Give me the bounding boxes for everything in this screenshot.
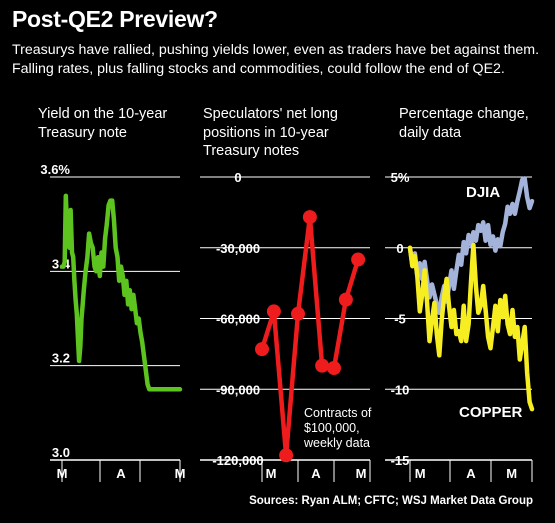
panel2-data-point bbox=[327, 361, 341, 376]
panel2-data-point bbox=[351, 252, 366, 267]
panel2-data-point bbox=[302, 210, 317, 225]
panel3-title: Percentage change, daily data bbox=[399, 106, 529, 141]
panel1-ytick-label: 3.2 bbox=[52, 351, 70, 366]
panel3-ytick-label: 0 bbox=[396, 241, 403, 256]
page-subtitle: Treasurys have rallied, pushing yields l… bbox=[12, 42, 540, 77]
panel3-xtick-label: A bbox=[466, 466, 476, 481]
panel1-xtick-label: A bbox=[116, 466, 126, 481]
panel2-data-point bbox=[266, 304, 281, 319]
panel2-ytick-label: -90,000 bbox=[216, 382, 260, 397]
panel1-title: Yield on the 10-year Treasury note bbox=[38, 106, 168, 141]
panel3-series-line-djia bbox=[407, 176, 535, 316]
panel2-data-point bbox=[338, 292, 353, 307]
panel2-data-point bbox=[315, 358, 330, 373]
panel1-ytick-label: 3.6% bbox=[40, 162, 70, 177]
panel3-xtick-label: M bbox=[506, 466, 517, 481]
panel3-series-label-djia: DJIA bbox=[466, 184, 500, 201]
panel2-xtick-label: M bbox=[356, 466, 367, 481]
panel3-series-label-copper: COPPER bbox=[459, 404, 523, 421]
panel3-series-line-copper bbox=[407, 242, 535, 412]
panel3-xtick-label: M bbox=[415, 466, 426, 481]
panel3-ytick-label: -5 bbox=[394, 312, 406, 327]
panel2-xtick-label: M bbox=[266, 466, 277, 481]
page-title: Post-QE2 Preview? bbox=[12, 6, 218, 32]
panel2-data-point bbox=[291, 306, 305, 321]
panel2-title: Speculators' net long positions in 10-ye… bbox=[203, 106, 338, 159]
panel2-ytick-label: -30,000 bbox=[216, 241, 260, 256]
source-note: Sources: Ryan ALM; CFTC; WSJ Market Data… bbox=[249, 495, 533, 507]
panel2-xtick-label: A bbox=[311, 466, 321, 481]
panel2-ytick-label: 0 bbox=[234, 170, 241, 185]
panel3-ytick-label: 5% bbox=[391, 170, 410, 185]
panel2-data-point bbox=[279, 448, 294, 463]
panel1-series-line-line bbox=[59, 193, 183, 392]
panel2-ytick-label: -60,000 bbox=[216, 312, 260, 327]
panel1-ytick-label: 3.4 bbox=[52, 256, 71, 271]
panel1-ytick-label: 3.0 bbox=[52, 445, 70, 460]
panel2-annotation: Contracts of $100,000, weekly data bbox=[303, 406, 372, 450]
panel3-ytick-label: -10 bbox=[391, 382, 410, 397]
panel2-data-point bbox=[255, 342, 269, 357]
